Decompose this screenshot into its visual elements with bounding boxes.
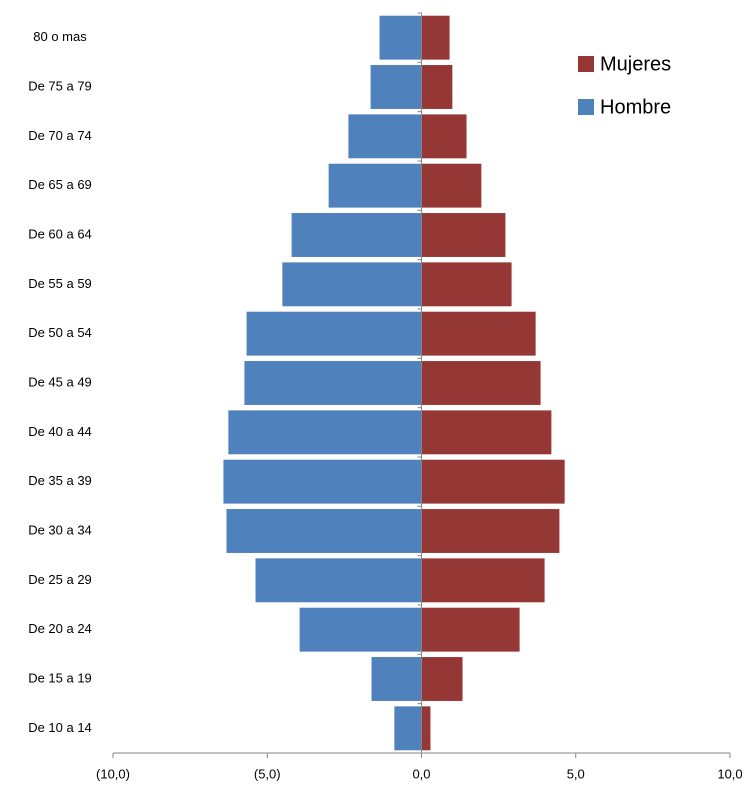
- bar: [421, 509, 560, 553]
- bar: [421, 558, 545, 603]
- bar: [282, 262, 422, 307]
- bar: [371, 657, 422, 701]
- bar: [394, 706, 422, 751]
- legend-label: Mujeres: [600, 53, 671, 75]
- bar: [299, 607, 422, 652]
- y-tick-label: De 60 a 64: [28, 226, 92, 241]
- y-tick-label: 80 o mas: [33, 29, 87, 44]
- bar: [421, 361, 541, 405]
- y-tick-label: De 30 a 34: [28, 522, 92, 537]
- y-tick-label: De 65 a 69: [28, 177, 92, 192]
- bar: [421, 262, 512, 307]
- x-tick-label: (5,0): [254, 766, 281, 781]
- x-tick-label: 0,0: [412, 766, 430, 781]
- x-tick-label: 5,0: [567, 766, 585, 781]
- y-tick-label: De 15 a 19: [28, 670, 92, 685]
- bar: [421, 311, 536, 356]
- y-tick-label: De 55 a 59: [28, 276, 92, 291]
- bar: [421, 657, 463, 701]
- bar: [226, 509, 422, 553]
- legend-swatch: [578, 99, 594, 115]
- legend-label: Hombre: [600, 96, 671, 118]
- bar: [228, 410, 422, 455]
- y-tick-label: De 75 a 79: [28, 78, 92, 93]
- bar: [246, 311, 422, 356]
- bar: [421, 163, 482, 208]
- bar: [370, 65, 422, 109]
- legend-swatch: [578, 56, 594, 72]
- bar: [291, 213, 422, 257]
- bar: [379, 15, 422, 60]
- bar: [421, 15, 450, 60]
- x-tick-label: 10,0: [717, 766, 742, 781]
- y-tick-label: De 40 a 44: [28, 424, 92, 439]
- bar: [421, 607, 520, 652]
- bar: [421, 459, 565, 504]
- y-tick-label: De 50 a 54: [28, 325, 92, 340]
- y-tick-label: De 35 a 39: [28, 473, 92, 488]
- y-tick-label: De 20 a 24: [28, 621, 92, 636]
- y-tick-label: De 70 a 74: [28, 128, 92, 143]
- bar: [421, 114, 467, 159]
- bar: [421, 65, 453, 109]
- bar: [223, 459, 422, 504]
- bar: [421, 706, 431, 751]
- bar: [328, 163, 422, 208]
- bar: [421, 410, 552, 455]
- y-tick-label: De 10 a 14: [28, 720, 92, 735]
- bar: [244, 361, 422, 405]
- bar: [348, 114, 422, 159]
- x-tick-label: (10,0): [96, 766, 130, 781]
- y-tick-label: De 45 a 49: [28, 374, 92, 389]
- bar: [421, 213, 506, 257]
- y-tick-label: De 25 a 29: [28, 572, 92, 587]
- bar: [255, 558, 422, 603]
